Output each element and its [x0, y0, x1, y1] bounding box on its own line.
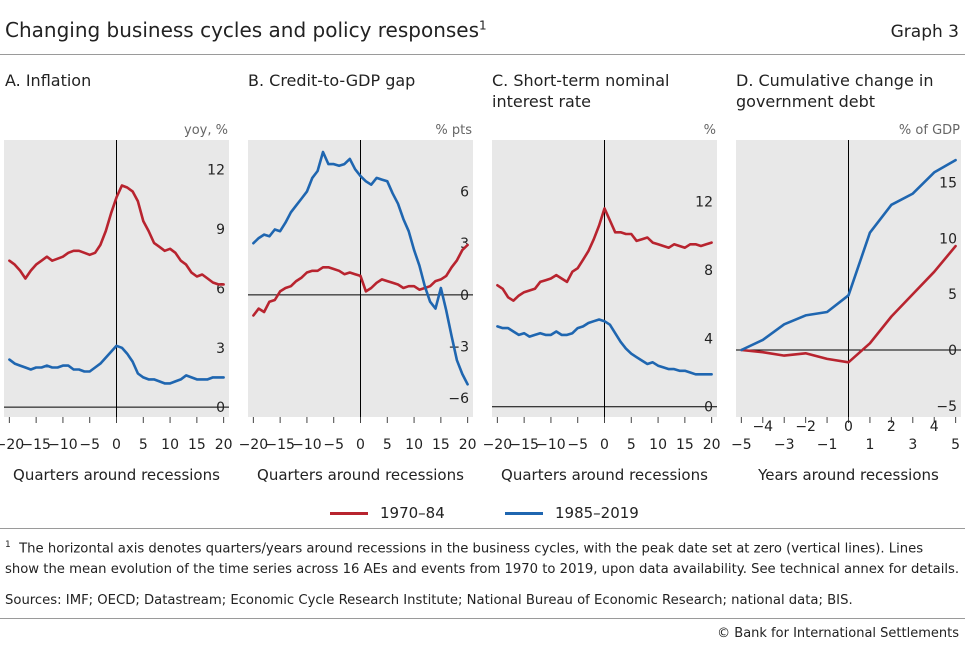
panel-d-xtick-label: 5 — [951, 437, 960, 453]
panel-b-ytick-label: 0 — [460, 288, 469, 304]
panel-c-title: C. Short-term nominal interest rate — [492, 71, 670, 111]
panel-a-xtick-label: 20 — [215, 437, 233, 453]
panel-b-ytick-label: 3 — [460, 236, 469, 252]
panel-b-xtick-label: 0 — [356, 437, 365, 453]
panel-b-xtick-label: 15 — [432, 437, 450, 453]
chart-title: Changing business cycles and policy resp… — [5, 18, 487, 42]
panel-d-xtick-label: 1 — [865, 437, 874, 453]
panel-d-series-1985-2019-line — [740, 158, 957, 352]
panel-b-unit: % pts — [435, 123, 472, 138]
legend-swatch-red — [330, 512, 368, 515]
panel-a-series-1985-2019-line — [8, 344, 225, 385]
panel-c-xtick-label: 15 — [676, 437, 694, 453]
panel-b-xtick-label: −5 — [323, 437, 344, 453]
panel-c-ytick-label: 0 — [704, 400, 713, 416]
panel-b-xtick-label: 20 — [459, 437, 477, 453]
panel-a-ytick-label: 6 — [216, 281, 225, 297]
panel-b-xtick-label: 5 — [383, 437, 392, 453]
panel-b-xtick-label: −20 — [239, 437, 269, 453]
panel-d-series-1970-84-line — [740, 244, 957, 364]
legend-item-1985-2019: 1985–2019 — [505, 504, 639, 522]
footnote-rule — [0, 528, 965, 529]
panel-d-xtick-label: 2 — [887, 419, 896, 435]
panel-b-ytick-label: 6 — [460, 185, 469, 201]
panel-d-xtick-label: 3 — [908, 437, 917, 453]
panel-a-xtick-label: −5 — [79, 437, 100, 453]
bottom-rule — [0, 618, 965, 619]
top-rule — [0, 54, 965, 55]
panel-a-xaxis-label: Quarters around recessions — [13, 466, 220, 484]
panel-c-unit: % — [703, 123, 716, 138]
panel-d-ytick-label: 15 — [939, 175, 957, 191]
panel-c-ytick-label: 12 — [695, 195, 713, 211]
panel-b-xaxis-label: Quarters around recessions — [257, 466, 464, 484]
panel-d-ytick-label: 0 — [948, 343, 957, 359]
panel-d-unit: % of GDP — [898, 123, 960, 138]
panel-d-xtick-label: −4 — [752, 419, 773, 435]
panel-a-unit: yoy, % — [184, 123, 228, 138]
panel-b-title: B. Credit-to-GDP gap — [248, 71, 416, 90]
panel-a-xtick-label: 15 — [188, 437, 206, 453]
panel-d-xtick-label: −3 — [774, 437, 795, 453]
panel-d-title: D. Cumulative change in government debt — [736, 71, 934, 111]
panel-c-series-1970-84-line — [496, 207, 713, 303]
panel-d-ytick-label: −5 — [936, 399, 957, 415]
panel-d-xtick-label: −5 — [731, 437, 752, 453]
panel-b-xtick-label: 10 — [405, 437, 423, 453]
panel-a-ytick-label: 9 — [216, 222, 225, 238]
legend-item-1970-84: 1970–84 — [330, 504, 445, 522]
panel-c-xaxis-label: Quarters around recessions — [501, 466, 708, 484]
graph-number: Graph 3 — [890, 22, 959, 42]
panel-d-xtick-label: −1 — [817, 437, 838, 453]
panel-a-xtick-label: −15 — [21, 437, 51, 453]
panel-c-xtick-label: −20 — [483, 437, 513, 453]
panel-a-title: A. Inflation — [5, 71, 92, 90]
panel-b-ytick-label: −3 — [448, 339, 469, 355]
panel-c-xtick-label: −10 — [536, 437, 566, 453]
panel-a-xtick-label: −20 — [0, 437, 24, 453]
panel-c-ytick-label: 8 — [704, 263, 713, 279]
panel-a-ytick-label: 3 — [216, 341, 225, 357]
panel-d-ytick-label: 10 — [939, 231, 957, 247]
panel-a-xtick-label: 5 — [139, 437, 148, 453]
sources: Sources: IMF; OECD; Datastream; Economic… — [5, 593, 853, 608]
panel-d-xtick-label: 0 — [844, 419, 853, 435]
panel-c-ytick-label: 4 — [704, 331, 713, 347]
panel-c-xtick-label: 0 — [600, 437, 609, 453]
panel-b-series-1970-84-line — [252, 243, 469, 317]
panel-d-xtick-label: −2 — [795, 419, 816, 435]
panel-d-ytick-label: 5 — [948, 287, 957, 303]
panel-a-xtick-label: 0 — [112, 437, 121, 453]
panel-b-series-1985-2019-line — [252, 150, 469, 386]
panel-c-xtick-label: −5 — [567, 437, 588, 453]
panel-b-ytick-label: −6 — [448, 391, 469, 407]
panel-c-xtick-label: 20 — [703, 437, 721, 453]
panel-c-xtick-label: 10 — [649, 437, 667, 453]
panel-a-ytick-label: 0 — [216, 400, 225, 416]
panel-c-xtick-label: 5 — [627, 437, 636, 453]
legend-swatch-blue — [505, 512, 543, 515]
copyright: © Bank for International Settlements — [717, 626, 959, 641]
panel-a-xtick-label: 10 — [161, 437, 179, 453]
panel-d-xaxis-label: Years around recessions — [757, 466, 939, 484]
panel-b-xtick-label: −15 — [265, 437, 295, 453]
panel-b-xtick-label: −10 — [292, 437, 322, 453]
panel-d-xtick-label: 4 — [930, 419, 939, 435]
panel-c-xtick-label: −15 — [509, 437, 539, 453]
panel-c-series-1985-2019-line — [496, 318, 713, 376]
footnote: 1 The horizontal axis denotes quarters/y… — [5, 540, 960, 578]
panel-a-series-1970-84-line — [8, 184, 225, 286]
panel-a-ytick-label: 12 — [207, 163, 225, 179]
panel-a-xtick-label: −10 — [48, 437, 78, 453]
